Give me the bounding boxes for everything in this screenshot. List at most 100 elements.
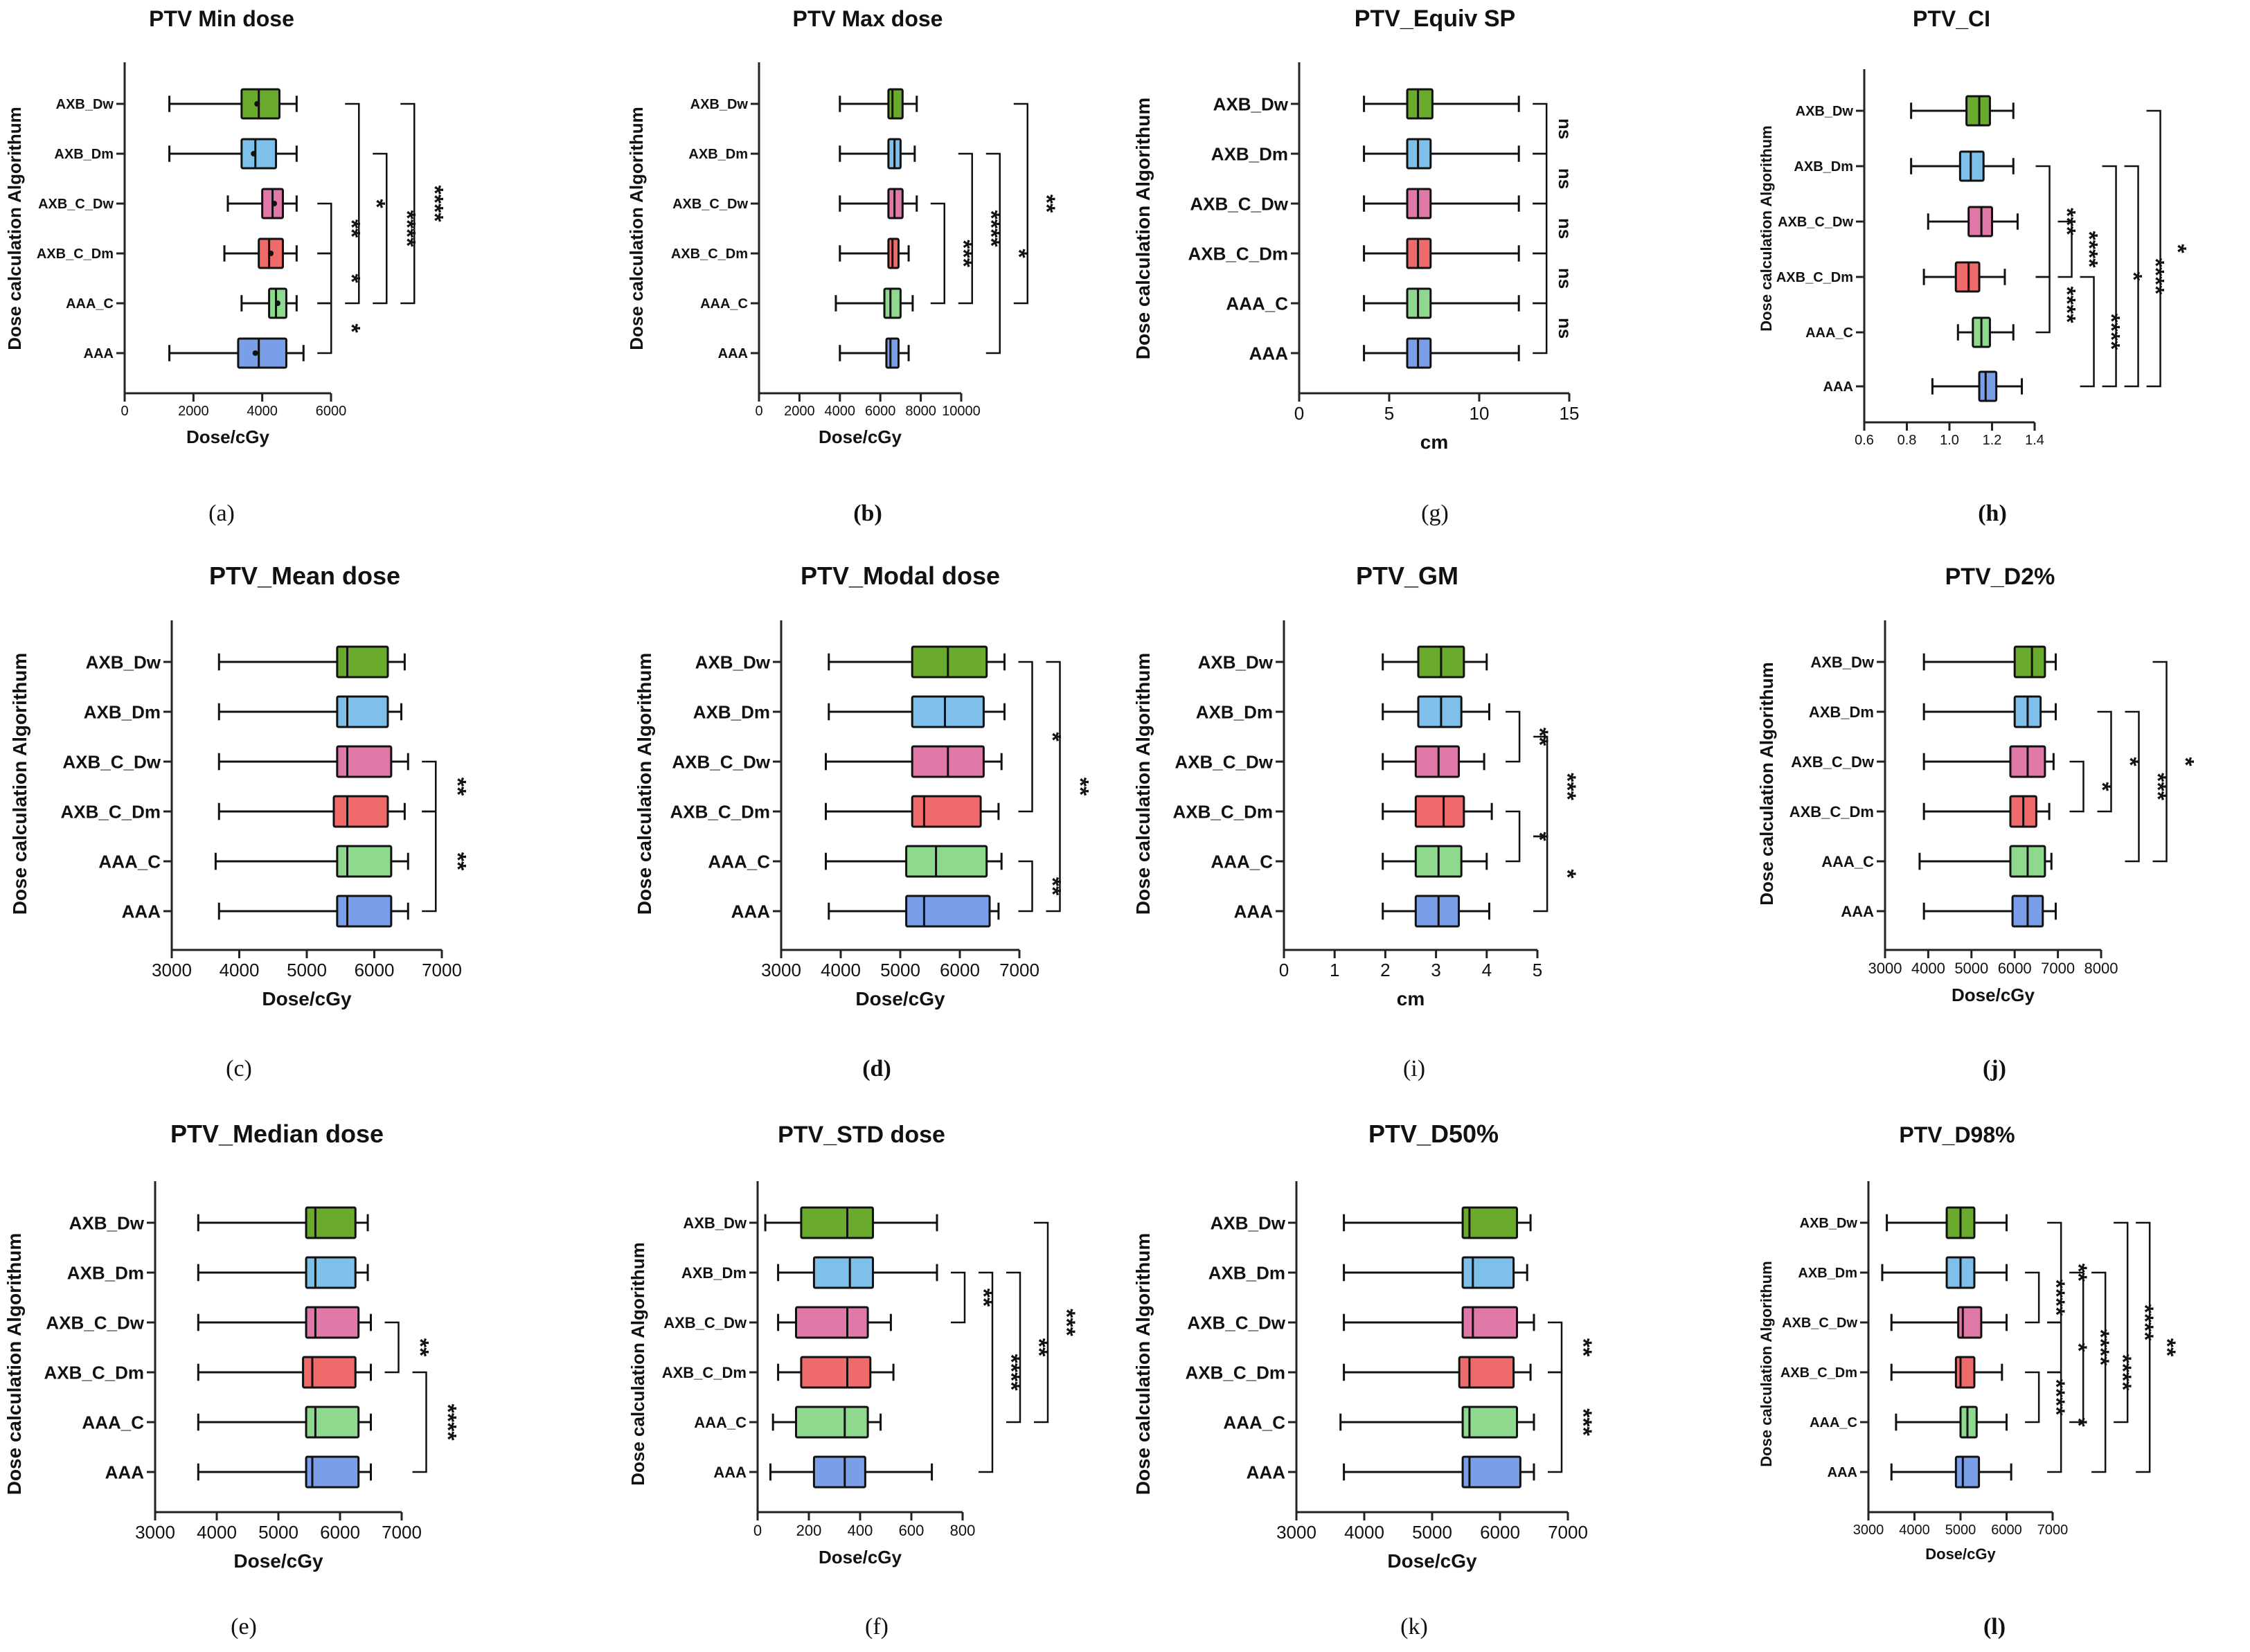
chart-title: PTV_D98% (1899, 1122, 2015, 1147)
box-iqr (905, 895, 991, 928)
category-label: AAA (1247, 1462, 1286, 1482)
bracket-line (930, 202, 946, 305)
significance-label: * (2165, 244, 2191, 253)
x-tick-label: 3000 (135, 1522, 175, 1543)
box-iqr (1461, 1306, 1519, 1339)
box-iqr (336, 695, 389, 728)
bracket-line (2124, 165, 2139, 388)
category-label: AXB_C_Dm (1186, 1362, 1286, 1383)
box-aaa (1382, 895, 1490, 928)
box-iqr (1414, 895, 1461, 928)
box-aaa-c (214, 845, 409, 878)
box-iqr (240, 138, 278, 170)
x-tick-label: 800 (950, 1522, 976, 1539)
category-label: AXB_Dm (1798, 1266, 1857, 1281)
bracket-line (958, 152, 974, 305)
bracket-line (1046, 661, 1061, 913)
box-iqr (302, 1356, 357, 1389)
box-iqr (1965, 95, 1991, 127)
category-label: AXB_Dw (1800, 1216, 1858, 1231)
box-iqr (1414, 745, 1461, 778)
box-axb-dm (1382, 695, 1490, 728)
x-tick-label: 5000 (258, 1522, 298, 1543)
bracket-line (1006, 1271, 1021, 1424)
significance-label: **** (2043, 1280, 2069, 1317)
box-iqr (883, 287, 902, 319)
significance-label: * (2089, 782, 2115, 791)
box-axb-dw (217, 645, 406, 679)
box-aaa-c (771, 1406, 882, 1439)
category-label: AXB_C_Dw (1175, 751, 1273, 772)
significance-label: **** (2043, 1379, 2069, 1417)
chart-title: PTV Max dose (793, 6, 943, 31)
x-axis-label: Dose/cGy (855, 988, 945, 1009)
box-iqr (1458, 1356, 1515, 1389)
category-label: AXB_C_Dm (37, 246, 114, 262)
box-iqr (1406, 88, 1434, 120)
significance-bracket: * (345, 102, 389, 305)
box-iqr (1978, 370, 1998, 402)
bracket-line (2035, 276, 2051, 334)
bracket-line (422, 810, 437, 913)
box-axb-dm (839, 138, 916, 170)
box-aaa-c (1339, 1406, 1535, 1439)
bracket-line (2146, 109, 2161, 388)
significance-bracket: * (1533, 835, 1580, 913)
bracket-line (2080, 276, 2095, 388)
box-iqr (800, 1206, 875, 1239)
box-axb-dm (1343, 1256, 1528, 1289)
category-label: AXB_Dm (688, 147, 748, 162)
category-label: AXB_Dw (69, 1212, 145, 1233)
significance-bracket: **** (2114, 1221, 2158, 1424)
box-axb-dm (1922, 695, 2057, 728)
box-axb-dw (197, 1206, 369, 1239)
panel-j: PTV_D2% Dose calculation Algorithum 3000 40… (1756, 564, 2198, 1081)
category-label: AAA_C (694, 1414, 747, 1431)
box-iqr (305, 1206, 357, 1239)
bracket-line (412, 1371, 427, 1473)
chart-title: PTV_Mean dose (209, 562, 400, 590)
significance-label: ** (338, 219, 364, 238)
box-iqr (812, 1256, 875, 1289)
significance-bracket: **** (2025, 1371, 2069, 1424)
y-axis-label: Dose calculation Algorithum (1132, 653, 1154, 915)
bracket-line (2152, 661, 2168, 863)
x-tick-label: 7000 (1548, 1522, 1588, 1543)
significance-bracket: * (2047, 1321, 2091, 1374)
category-label: AXB_C_Dm (662, 1364, 747, 1381)
significance-label: ** (444, 852, 470, 871)
category-label: AAA_C (708, 851, 770, 872)
x-tick-label: 6000 (940, 960, 980, 980)
significance-bracket: ns (1533, 202, 1575, 255)
bracket-line (2047, 1371, 2062, 1473)
x-tick-label: 15 (1560, 403, 1580, 424)
box-iqr (332, 795, 389, 828)
bracket-line (317, 202, 332, 255)
x-tick-label: 3000 (761, 960, 801, 980)
significance-label: ** (444, 778, 470, 796)
category-label: AAA (105, 1462, 145, 1482)
x-tick-label: 3000 (1276, 1522, 1316, 1543)
category-label: AAA_C (1211, 851, 1273, 872)
x-tick-label: 5000 (1412, 1522, 1452, 1543)
significance-label: ** (1570, 1338, 1596, 1357)
box-mean-marker (252, 350, 258, 356)
x-tick-label: 8000 (905, 404, 936, 419)
x-tick-label: 7000 (999, 960, 1039, 980)
category-label: AAA_C (82, 1412, 144, 1433)
x-tick-label: 7000 (2041, 960, 2075, 977)
category-label: AXB_C_Dw (1778, 215, 1853, 230)
significance-bracket: * (2146, 109, 2191, 388)
bracket-line (2097, 710, 2112, 813)
chart-title: PTV_D2% (1945, 564, 2055, 590)
box-iqr (336, 845, 393, 878)
x-axis-label: cm (1420, 431, 1448, 453)
bracket-line (1018, 661, 1033, 813)
category-label: AAA_C (1223, 1412, 1285, 1433)
bracket-line (422, 760, 437, 813)
box-axb-dm (1910, 150, 2015, 182)
category-label: AAA_C (66, 296, 114, 312)
significance-label: ** (1039, 877, 1066, 896)
panel-caption: (d) (862, 1056, 891, 1081)
panel-l: PTV_D98% Dose calculation Algorithum 3000 4… (1758, 1122, 2180, 1640)
